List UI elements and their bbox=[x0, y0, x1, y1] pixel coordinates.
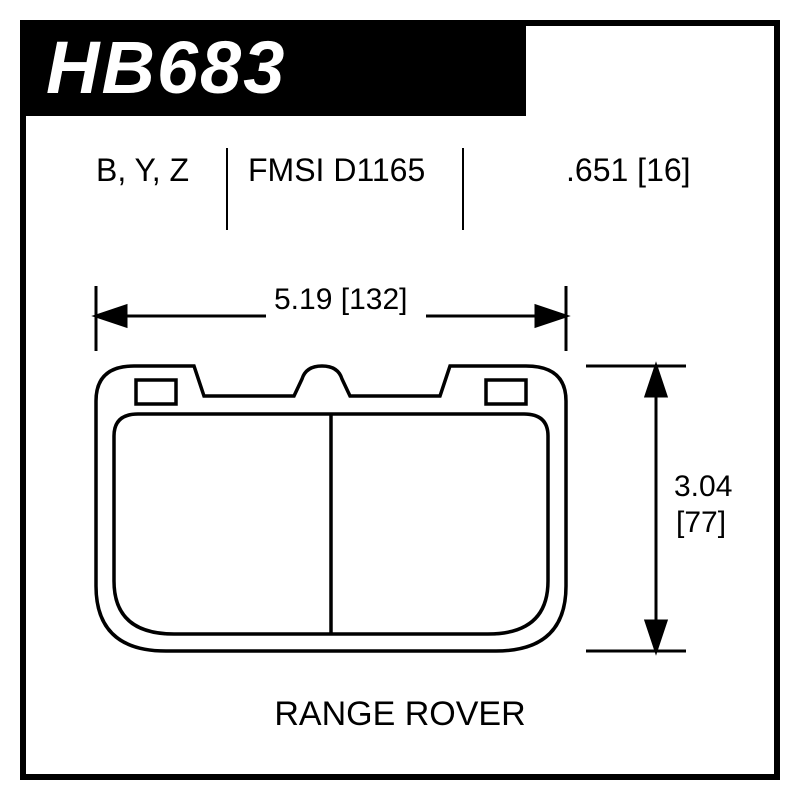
width-value-2: 5.19 [132] bbox=[274, 283, 407, 316]
divider-2 bbox=[462, 148, 464, 230]
brake-pad-svg: 5.19 [132] 5.19 [132] 3.04 [77] bbox=[26, 236, 786, 756]
height-mm: [77] bbox=[676, 506, 726, 539]
divider-1 bbox=[226, 148, 228, 230]
spec-row: B, Y, Z FMSI D1165 .651 [16] bbox=[26, 152, 774, 222]
height-dimension bbox=[586, 366, 686, 651]
spec-thickness: .651 [16] bbox=[566, 152, 691, 189]
spec-codes: B, Y, Z bbox=[96, 152, 189, 189]
height-in: 3.04 bbox=[674, 470, 732, 503]
diagram-area: 5.19 [132] 5.19 [132] 3.04 [77] bbox=[26, 236, 774, 756]
spec-fmsi: FMSI D1165 bbox=[248, 152, 425, 189]
application-label: RANGE ROVER bbox=[26, 695, 774, 734]
diagram-frame: HB683 B, Y, Z FMSI D1165 .651 [16] 5.19 … bbox=[20, 20, 780, 780]
brake-pad-outline bbox=[96, 366, 566, 651]
part-number-title: HB683 bbox=[20, 20, 526, 116]
